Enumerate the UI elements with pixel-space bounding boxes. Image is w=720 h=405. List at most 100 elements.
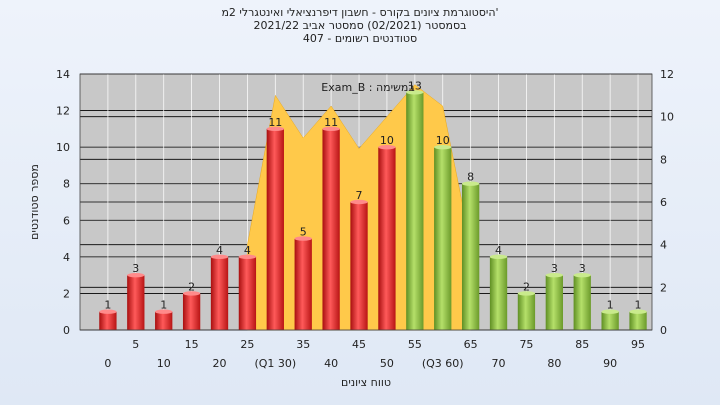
area-series-label: Exam_B : במשימה [321, 81, 414, 94]
data-label: 11 [268, 116, 282, 129]
bar [434, 147, 452, 330]
bar [322, 128, 340, 330]
bar-cap [378, 144, 396, 150]
data-label: 3 [579, 262, 586, 275]
y2-tick-label: 12 [660, 68, 674, 81]
bar [266, 128, 284, 330]
bar-cap [350, 199, 368, 205]
data-label: 1 [607, 299, 614, 312]
bar-cap [434, 144, 452, 150]
x-tick-label: (Q3 60) [422, 357, 464, 370]
bar [127, 275, 145, 330]
bar [573, 275, 591, 330]
data-label: 5 [300, 226, 307, 239]
bar-cap [99, 309, 117, 314]
data-label: 7 [356, 189, 363, 202]
bar [294, 238, 312, 330]
bar [238, 256, 257, 330]
bar [350, 202, 368, 330]
x-tick-label: 75 [519, 338, 533, 351]
y2-tick-label: 4 [660, 239, 667, 252]
chart-subtitle-semester: בסמסטר (02/2021) סמסטר אביב 2021/22 [253, 19, 467, 32]
bar-cap [266, 126, 284, 132]
x-tick-label: 50 [380, 357, 394, 370]
data-label: 3 [551, 262, 558, 275]
x-tick-label: 15 [185, 338, 199, 351]
x-tick-label: 20 [213, 357, 227, 370]
x-tick-label: 85 [575, 338, 589, 351]
data-label: 1 [104, 299, 111, 312]
bar-cap [238, 254, 257, 260]
data-label: 2 [523, 280, 530, 293]
data-label: 8 [467, 171, 474, 184]
bar [182, 293, 201, 330]
x-tick-label: 0 [104, 357, 111, 370]
x-tick-label: 95 [631, 338, 645, 351]
bar-cap [517, 291, 536, 296]
data-label: 11 [324, 116, 338, 129]
data-label: 4 [244, 244, 251, 257]
bar [378, 147, 396, 330]
x-tick-label: 5 [132, 338, 139, 351]
y-tick-label: 10 [56, 141, 70, 154]
x-tick-label: 45 [352, 338, 366, 351]
chart-subtitle-registered: סטודנטים רשומים - 407 [302, 32, 418, 45]
data-label: 3 [132, 262, 139, 275]
x-tick-label: 80 [547, 357, 561, 370]
y2-tick-label: 10 [660, 111, 674, 124]
data-label: 1 [160, 299, 167, 312]
y2-tick-label: 6 [660, 196, 667, 209]
bar [517, 293, 536, 330]
x-tick-label: 10 [157, 357, 171, 370]
y2-tick-label: 8 [660, 153, 667, 166]
bar-cap [294, 236, 312, 241]
bar [210, 256, 229, 330]
data-label: 4 [216, 244, 223, 257]
bar-cap [406, 90, 424, 95]
bar [489, 256, 508, 330]
bar-cap [322, 126, 340, 132]
bar-cap [155, 309, 173, 314]
bar-cap [461, 181, 480, 186]
x-tick-label: 90 [603, 357, 617, 370]
chart-title: 'היסטוגרמת ציונים בקורס - חשבון דיפרנציא… [221, 6, 499, 19]
data-label: 4 [495, 244, 502, 257]
bar [601, 311, 619, 330]
y-tick-label: 2 [63, 287, 70, 300]
bar-cap [601, 309, 619, 314]
bar-cap [127, 272, 145, 278]
x-tick-label: 25 [240, 338, 254, 351]
bar-cap [545, 272, 563, 278]
x-tick-label: 65 [464, 338, 478, 351]
x-tick-label: 40 [324, 357, 338, 370]
data-label: 10 [380, 134, 394, 147]
x-tick-label: 55 [408, 338, 422, 351]
bar-cap [210, 254, 229, 260]
data-label: 13 [408, 79, 422, 92]
y-tick-label: 6 [63, 214, 70, 227]
y-axis-label: מספר סטודנטים [28, 164, 41, 240]
data-label: 10 [436, 134, 450, 147]
y2-tick-label: 0 [660, 324, 667, 337]
bar-cap [573, 272, 591, 278]
bar [629, 311, 647, 330]
y2-tick-label: 2 [660, 281, 667, 294]
bar [406, 92, 424, 331]
x-tick-label: 70 [492, 357, 506, 370]
data-label: 2 [188, 280, 195, 293]
chart-titles: 'היסטוגרמת ציונים בקורס - חשבון דיפרנציא… [0, 6, 720, 45]
x-tick-label: (Q1 30) [254, 357, 296, 370]
bar [99, 311, 117, 330]
bar-cap [182, 291, 201, 296]
x-axis-label: טווח ציונים [341, 376, 391, 389]
y-tick-label: 8 [63, 178, 70, 191]
y-tick-label: 4 [63, 251, 70, 264]
bar [155, 311, 173, 330]
bar [545, 275, 563, 330]
y-tick-label: 0 [63, 324, 70, 337]
x-tick-label: 35 [296, 338, 310, 351]
bar-cap [629, 309, 647, 314]
bar [461, 183, 480, 330]
data-label: 1 [635, 299, 642, 312]
